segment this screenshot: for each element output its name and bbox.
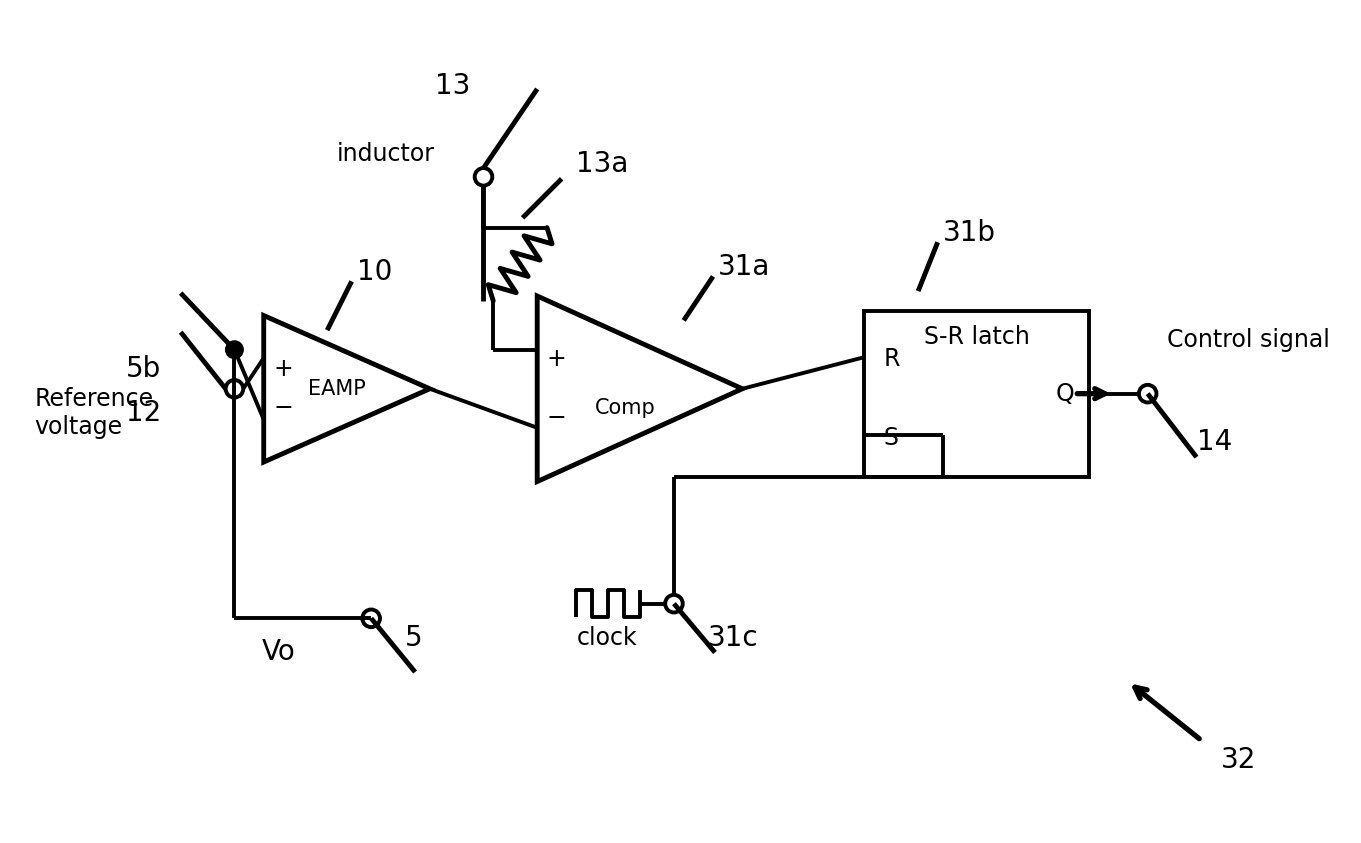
Text: +: +	[274, 357, 293, 381]
Text: 5b: 5b	[127, 355, 161, 384]
Text: S-R latch: S-R latch	[924, 325, 1030, 349]
Text: Q: Q	[1056, 382, 1074, 405]
Text: inductor: inductor	[336, 142, 434, 166]
Text: 31a: 31a	[717, 253, 770, 281]
Text: clock: clock	[577, 626, 638, 650]
Text: Vo: Vo	[261, 638, 295, 667]
Text: Comp: Comp	[595, 398, 656, 418]
Text: 32: 32	[1221, 746, 1256, 774]
Text: S: S	[883, 426, 900, 449]
Text: 10: 10	[357, 258, 392, 286]
Text: −: −	[274, 396, 293, 421]
Text: 31c: 31c	[708, 624, 759, 652]
Text: 13a: 13a	[576, 150, 629, 178]
Text: 13: 13	[434, 72, 470, 100]
Text: Reference
voltage: Reference voltage	[34, 387, 154, 439]
Text: 14: 14	[1196, 428, 1232, 457]
Text: +: +	[547, 347, 566, 372]
Text: EAMP: EAMP	[308, 379, 366, 399]
Text: 31b: 31b	[943, 218, 995, 246]
Bar	[864, 310, 1089, 476]
Text: Control signal: Control signal	[1168, 328, 1330, 352]
Text: R: R	[883, 347, 901, 372]
Text: 5: 5	[406, 624, 423, 652]
Circle shape	[226, 341, 244, 358]
Text: −: −	[547, 406, 566, 430]
Text: 12: 12	[127, 400, 161, 427]
